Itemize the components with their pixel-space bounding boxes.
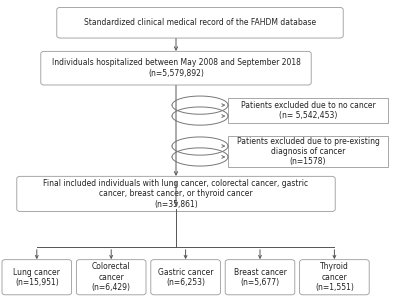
Text: Thyroid
cancer
(n=1,551): Thyroid cancer (n=1,551) <box>315 262 354 292</box>
Text: Colorectal
cancer
(n=6,429): Colorectal cancer (n=6,429) <box>92 262 131 292</box>
Text: Breast cancer
(n=5,677): Breast cancer (n=5,677) <box>234 268 286 287</box>
Text: Patients excluded due to pre-existing
diagnosis of cancer
(n=1578): Patients excluded due to pre-existing di… <box>236 137 380 166</box>
FancyBboxPatch shape <box>2 260 72 295</box>
Text: Standardized clinical medical record of the FAHDM database: Standardized clinical medical record of … <box>84 18 316 27</box>
FancyBboxPatch shape <box>300 260 369 295</box>
Text: Individuals hospitalized between May 2008 and September 2018
(n=5,579,892): Individuals hospitalized between May 200… <box>52 58 300 78</box>
FancyBboxPatch shape <box>225 260 295 295</box>
Text: Patients excluded due to no cancer
(n= 5,542,453): Patients excluded due to no cancer (n= 5… <box>241 101 375 120</box>
FancyBboxPatch shape <box>151 260 220 295</box>
FancyBboxPatch shape <box>76 260 146 295</box>
Text: Final included individuals with lung cancer, colorectal cancer, gastric
cancer, : Final included individuals with lung can… <box>44 179 308 209</box>
FancyBboxPatch shape <box>17 176 335 211</box>
FancyBboxPatch shape <box>228 98 388 124</box>
FancyBboxPatch shape <box>228 136 388 167</box>
FancyBboxPatch shape <box>57 7 343 38</box>
FancyBboxPatch shape <box>41 51 311 85</box>
Text: Gastric cancer
(n=6,253): Gastric cancer (n=6,253) <box>158 268 213 287</box>
Text: Lung cancer
(n=15,951): Lung cancer (n=15,951) <box>13 268 60 287</box>
